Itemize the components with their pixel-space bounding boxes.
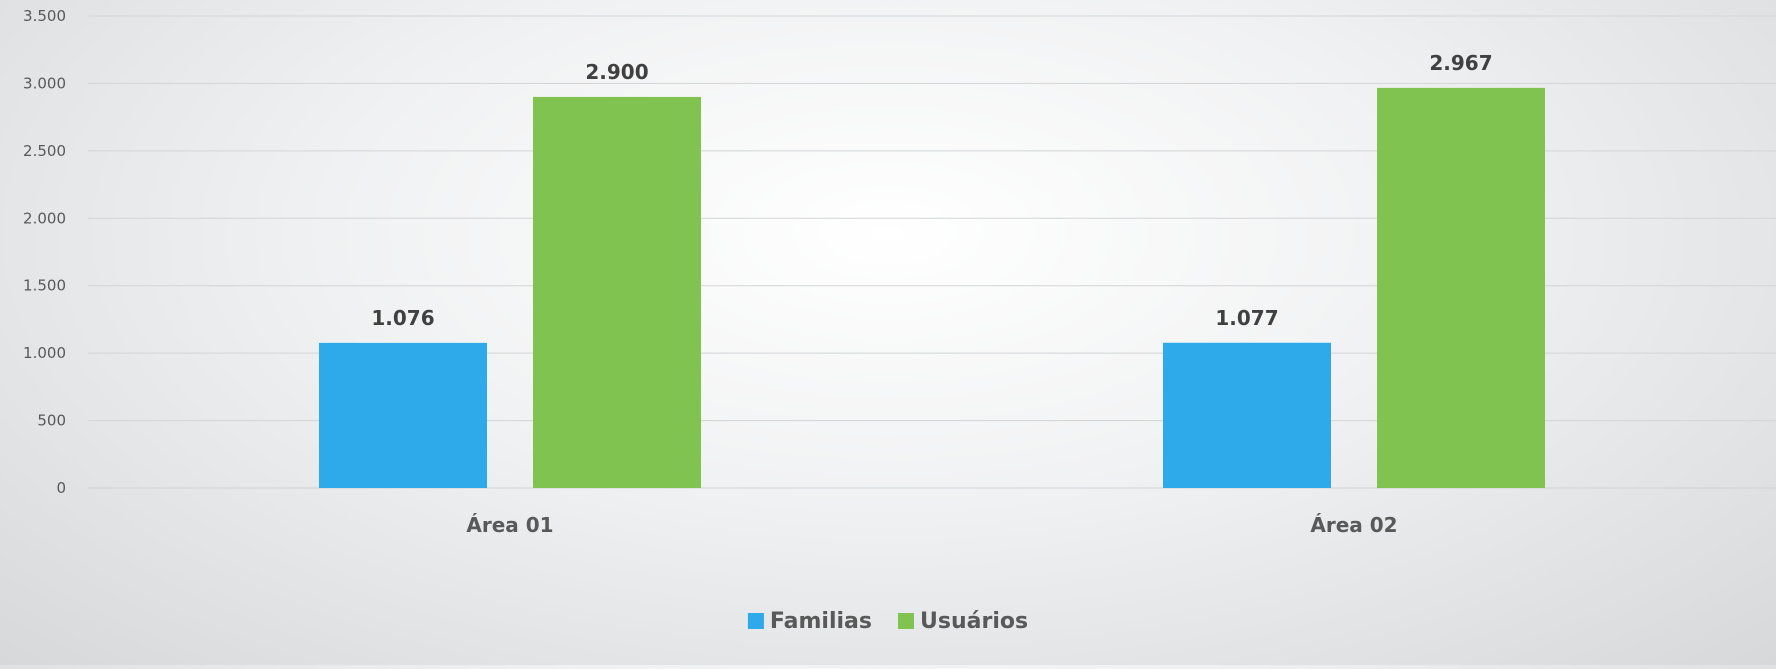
y-tick-label: 1.000 [23, 344, 66, 362]
legend-label: Usuários [920, 609, 1028, 634]
legend-swatch [898, 613, 914, 629]
data-label: 1.076 [371, 306, 434, 330]
legend-item: Familias [747, 609, 872, 634]
y-tick-label: 3.000 [23, 74, 66, 92]
x-axis-category-labels: Área 01 Área 02 [466, 513, 1397, 537]
data-label: 2.900 [585, 60, 648, 84]
bar-familias-2 [1163, 342, 1331, 488]
legend-label: Familias [770, 609, 872, 634]
y-tick-label: 2.500 [23, 142, 66, 160]
data-labels: 1.076 2.900 1.077 2.967 [371, 51, 1492, 330]
y-tick-label: 2.000 [23, 209, 66, 227]
y-tick-label: 3.500 [23, 7, 66, 25]
y-tick-label: 500 [37, 412, 66, 430]
data-label: 1.077 [1215, 306, 1278, 330]
legend-item: Usuários [898, 609, 1028, 634]
bar-usu-rios-1 [533, 96, 701, 489]
y-tick-label: 1.500 [23, 277, 66, 295]
y-axis-tick-labels: 0 500 1.000 1.500 2.000 2.500 3.000 3.500 [23, 7, 66, 497]
y-tick-label: 0 [56, 479, 66, 497]
data-label: 2.967 [1429, 51, 1492, 75]
bars [319, 87, 1545, 489]
legend: Familias Usuários [747, 609, 1028, 634]
legend-swatch [747, 613, 764, 629]
category-label: Área 02 [1310, 513, 1397, 537]
bar-usu-rios-2 [1377, 87, 1545, 489]
bar-familias-1 [319, 342, 487, 488]
category-label: Área 01 [466, 513, 553, 537]
